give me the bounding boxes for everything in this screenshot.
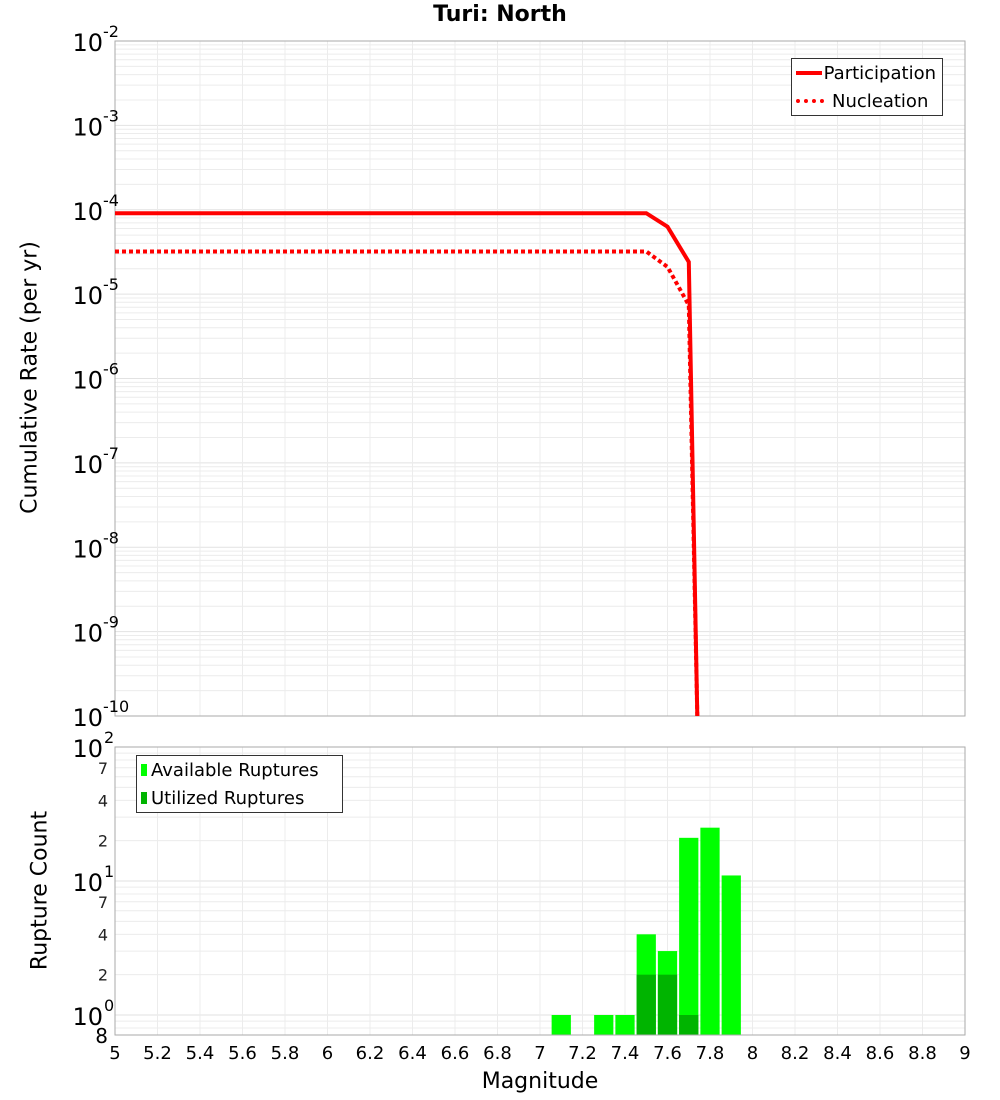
legend-item-utilized: Utilized Ruptures xyxy=(137,784,342,812)
y-tick-label: 10 xyxy=(72,282,103,310)
y-minor-tick-label: 7 xyxy=(98,759,108,778)
x-tick-label: 7.2 xyxy=(568,1043,597,1064)
top-legend: Participation Nucleation xyxy=(791,58,943,116)
y-tick-label: 10 xyxy=(72,869,103,897)
legend-label: Available Ruptures xyxy=(151,759,319,781)
x-tick-label: 8 xyxy=(747,1043,758,1064)
bar-available xyxy=(700,827,720,1035)
y-minor-tick-label: 2 xyxy=(98,832,108,851)
y-tick-exponent: -7 xyxy=(103,444,119,463)
x-tick-label: 5.6 xyxy=(228,1043,257,1064)
utilized-swatch-icon xyxy=(141,792,147,804)
y-tick-exponent: -3 xyxy=(103,106,119,125)
legend-item-available: Available Ruptures xyxy=(137,756,342,784)
y-tick-label: 10 xyxy=(72,451,103,479)
y-tick-exponent: -6 xyxy=(103,360,119,379)
series-nucleation xyxy=(115,249,700,717)
chart-title: Turi: North xyxy=(433,2,567,27)
y-tick-label: 10 xyxy=(72,735,103,763)
dotted-line-icon xyxy=(796,99,824,103)
x-tick-label: 5 xyxy=(109,1043,120,1064)
y-minor-tick-label: 2 xyxy=(98,966,108,985)
y-tick-exponent: -9 xyxy=(103,613,119,632)
top-y-axis-label: Cumulative Rate (per yr) xyxy=(17,241,43,514)
x-axis-label: Magnitude xyxy=(481,1069,599,1094)
y-tick-exponent: -8 xyxy=(103,528,119,547)
bar-utilized xyxy=(679,1015,699,1035)
bar-utilized xyxy=(657,974,678,1035)
x-tick-label: 8.6 xyxy=(866,1043,895,1064)
bar-utilized xyxy=(636,974,656,1035)
x-tick-label: 6.6 xyxy=(441,1043,470,1064)
top-plot: 10-210-310-410-510-610-710-810-910-10 xyxy=(72,22,966,732)
x-tick-label: 5.2 xyxy=(143,1043,172,1064)
bar-available xyxy=(551,1015,571,1035)
x-tick-label: 7.4 xyxy=(611,1043,640,1064)
legend-label: Participation xyxy=(823,62,936,84)
x-tick-label: 6.8 xyxy=(483,1043,512,1064)
x-tick-label: 6.2 xyxy=(356,1043,385,1064)
y-tick-exponent: 1 xyxy=(104,862,114,881)
y-tick-exponent: 0 xyxy=(104,996,114,1015)
y-tick-label: 10 xyxy=(72,704,103,732)
bar-available xyxy=(721,875,741,1035)
x-tick-label: 9 xyxy=(959,1043,970,1064)
y-tick-label: 10 xyxy=(72,113,103,141)
x-tick-label: 7 xyxy=(534,1043,545,1064)
legend-label: Utilized Ruptures xyxy=(151,787,305,809)
x-tick-label: 8.2 xyxy=(781,1043,810,1064)
legend-label: Nucleation xyxy=(832,90,929,112)
bottom-legend: Available Ruptures Utilized Ruptures xyxy=(136,755,343,813)
bar-available xyxy=(679,837,699,1035)
series-participation xyxy=(115,211,700,717)
legend-item-nucleation: Nucleation xyxy=(792,87,942,115)
y-tick-exponent: 2 xyxy=(104,728,114,747)
legend-item-participation: Participation xyxy=(792,59,942,87)
y-tick-exponent: -4 xyxy=(103,191,119,210)
y-tick-label: 10 xyxy=(72,535,103,563)
x-tick-label: 8.8 xyxy=(908,1043,937,1064)
y-minor-tick-label: 8 xyxy=(95,1024,108,1048)
y-tick-label: 10 xyxy=(72,367,103,395)
x-tick-label: 6.4 xyxy=(398,1043,427,1064)
y-tick-exponent: -2 xyxy=(103,22,119,41)
y-tick-label: 10 xyxy=(72,29,103,57)
y-tick-exponent: -5 xyxy=(103,275,119,294)
y-minor-tick-label: 7 xyxy=(98,893,108,912)
x-tick-label: 5.8 xyxy=(271,1043,300,1064)
solid-line-icon xyxy=(796,71,822,75)
y-tick-label: 10 xyxy=(72,198,103,226)
y-minor-tick-label: 4 xyxy=(98,925,108,944)
x-tick-label: 5.4 xyxy=(186,1043,215,1064)
bar-available xyxy=(594,1015,614,1035)
y-tick-exponent: -10 xyxy=(103,697,129,716)
x-tick-label: 8.4 xyxy=(823,1043,852,1064)
y-tick-label: 10 xyxy=(72,1003,103,1031)
y-tick-label: 10 xyxy=(72,620,103,648)
x-tick-label: 7.8 xyxy=(696,1043,725,1064)
x-tick-label: 6 xyxy=(322,1043,333,1064)
bar-available xyxy=(615,1015,635,1035)
bottom-y-axis-label: Rupture Count xyxy=(27,810,53,971)
available-swatch-icon xyxy=(141,764,147,776)
x-tick-label: 7.6 xyxy=(653,1043,682,1064)
y-minor-tick-label: 4 xyxy=(98,791,108,810)
